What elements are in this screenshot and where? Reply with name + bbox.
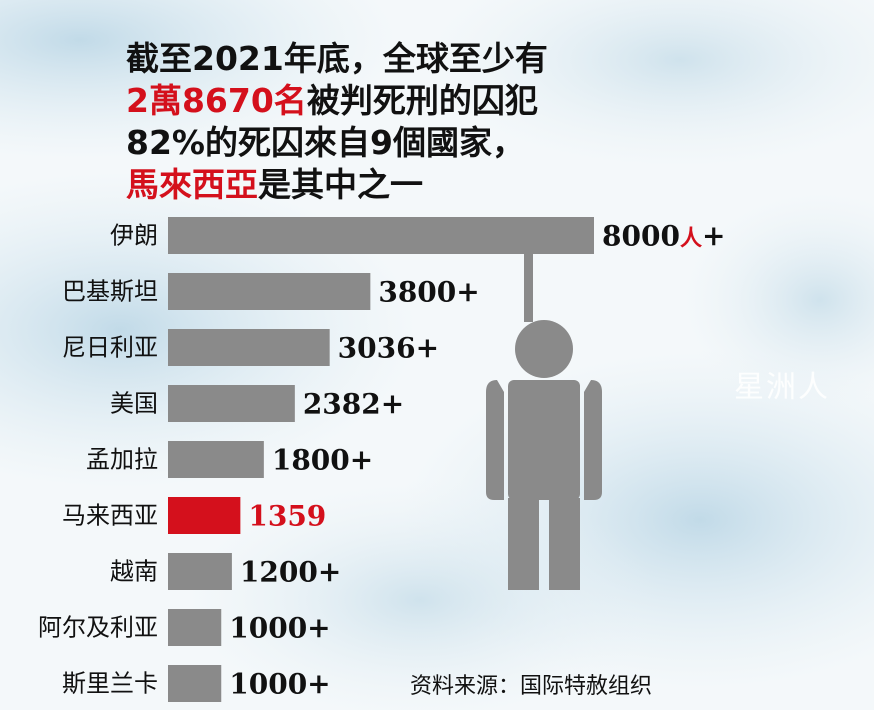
watermark-text: 星洲人 (734, 370, 830, 405)
value-label: 1800+ (272, 444, 373, 477)
value-suffix: + (702, 220, 725, 253)
category-label: 孟加拉 (86, 446, 158, 474)
headline-line-2-rest: 被判死刑的囚犯 (306, 81, 538, 120)
bar (168, 609, 222, 646)
value-label: 2382+ (303, 388, 404, 421)
value-label: 8000人+ (602, 220, 725, 253)
value-label: 3036+ (338, 332, 439, 365)
category-label: 越南 (110, 558, 158, 586)
bar (168, 329, 330, 366)
bar (168, 385, 295, 422)
headline-highlight-country: 馬來西亞 (126, 165, 258, 204)
source-note: 资料来源：国际特赦组织 (410, 674, 653, 699)
bar (168, 273, 371, 310)
headline-line-3: 82%的死囚來自9個國家， (126, 123, 525, 162)
value-label: 1000+ (229, 668, 330, 701)
category-label: 巴基斯坦 (62, 278, 158, 306)
value-label: 1359 (248, 500, 326, 533)
category-label: 马来西亚 (62, 502, 158, 530)
value-label: 3800+ (378, 276, 479, 309)
category-label: 尼日利亚 (62, 334, 158, 362)
bar (168, 553, 232, 590)
bars-group: 伊朗 8000人+ 巴基斯坦 3800+ 尼日利亚 3036+ 美国 2382+ 孟加拉 1800… (38, 217, 725, 702)
category-label: 美国 (110, 390, 158, 418)
headline-line-4: 馬來西亞是其中之一 (126, 164, 548, 206)
bar-highlight (168, 497, 241, 534)
headline-line-4-rest: 是其中之一 (258, 165, 423, 204)
headline-highlight-count: 2萬8670名 (126, 81, 307, 120)
bar (168, 441, 264, 478)
noose-rope-icon (524, 250, 533, 322)
headline-line-2: 2萬8670名被判死刑的囚犯 (126, 80, 548, 122)
hanging-figure (486, 250, 602, 590)
category-label: 斯里兰卡 (62, 670, 158, 698)
value-label: 1200+ (240, 556, 341, 589)
category-label: 伊朗 (110, 222, 158, 250)
headline: 截至2021年底，全球至少有 2萬8670名被判死刑的囚犯 82%的死囚來自9個… (126, 38, 548, 206)
headline-line-1: 截至2021年底，全球至少有 (126, 39, 548, 78)
value-label: 1000+ (229, 612, 330, 645)
bar (168, 665, 222, 702)
person-silhouette-icon (486, 320, 602, 590)
bar (168, 217, 594, 254)
category-label: 阿尔及利亚 (38, 614, 158, 642)
value-unit: 人 (680, 227, 702, 252)
